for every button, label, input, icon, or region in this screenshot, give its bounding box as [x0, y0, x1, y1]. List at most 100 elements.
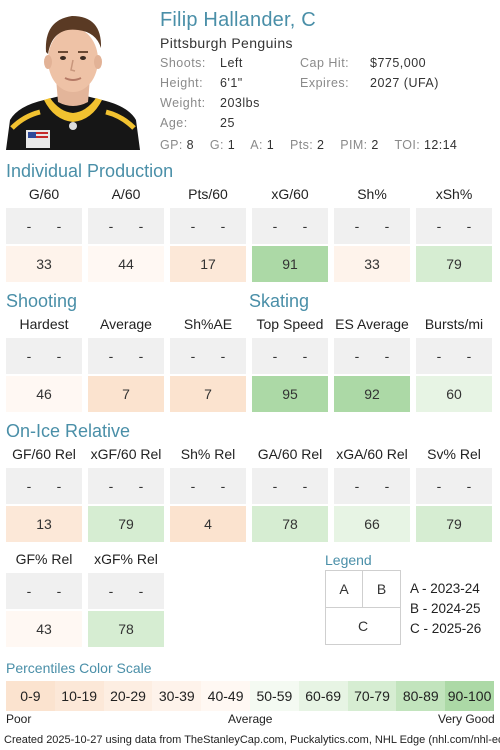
skating-metric-value-cell: 92 [334, 376, 410, 412]
onice-metric-value-cell: 79 [88, 506, 164, 542]
onice-metric-value-cell: 78 [252, 506, 328, 542]
shoots-value-row: Left [220, 56, 243, 70]
empty-season-dash: - [354, 478, 360, 494]
shooting-metric-value: 46 [36, 386, 52, 402]
onice-share-metric-prior-seasons-cell: -- [88, 573, 164, 609]
empty-season-dash: - [138, 348, 144, 364]
onice-metric-value-cell: 13 [6, 506, 82, 542]
skating-metric-header: ES Average [335, 316, 409, 332]
onice-metric-header: GA/60 Rel [257, 446, 323, 462]
onice-share-metric-header: xGF% Rel [94, 551, 158, 567]
weight-row: Weight: [160, 96, 206, 110]
individual-metric-header: A/60 [111, 186, 141, 202]
individual-metric-prior-seasons-cell: -- [6, 208, 82, 244]
g-label: G: [209, 138, 224, 152]
shooting-metric-prior-seasons-cell: -- [6, 338, 82, 374]
scale-bin: 30-39 [152, 681, 202, 711]
empty-season-dash: - [190, 478, 196, 494]
onice-share-metric-prior-seasons-cell: -- [6, 573, 82, 609]
empty-season-dash: - [302, 348, 308, 364]
empty-season-dash: - [302, 478, 308, 494]
shooting-metric-value: 7 [204, 386, 212, 402]
section-individual-production: Individual Production [6, 161, 174, 181]
shoots-value: Left [220, 56, 243, 70]
skating-metric-value: 60 [446, 386, 462, 402]
shooting-metric-header: Hardest [19, 316, 69, 332]
individual-metric-value-cell: 79 [416, 246, 492, 282]
individual-metric-value: 33 [36, 256, 52, 272]
age-label: Age: [160, 116, 188, 130]
onice-metric-value: 4 [204, 516, 212, 532]
onice-share-metric-value-cell: 78 [88, 611, 164, 647]
expires-value: 2027 (UFA) [370, 76, 439, 90]
legend-a-text: A - 2023-24 [410, 581, 480, 596]
empty-season-dash: - [466, 478, 472, 494]
empty-season-dash: - [220, 218, 226, 234]
shooting-metric-value-cell: 7 [88, 376, 164, 412]
color-scale-title: Percentiles Color Scale [6, 660, 152, 676]
expires-value-row: 2027 (UFA) [370, 76, 439, 90]
scale-label-average: Average [228, 712, 273, 726]
weight-value: 203lbs [220, 96, 260, 110]
individual-metric-value-cell: 33 [6, 246, 82, 282]
scale-bin: 80-89 [396, 681, 446, 711]
scale-bin: 90-100 [445, 681, 494, 711]
empty-season-dash: - [272, 478, 278, 494]
legend-title: Legend [325, 552, 372, 568]
individual-metric-value-cell: 91 [252, 246, 328, 282]
age-value-row: 25 [220, 116, 235, 130]
empty-season-dash: - [354, 348, 360, 364]
empty-season-dash: - [108, 218, 114, 234]
pts-label: Pts: [290, 138, 314, 152]
scale-bin: 60-69 [298, 681, 348, 711]
individual-metric-value-cell: 44 [88, 246, 164, 282]
onice-share-metric-value: 78 [118, 621, 134, 637]
age-value: 25 [220, 116, 235, 130]
legend-box-c: C [325, 607, 401, 645]
empty-season-dash: - [26, 478, 32, 494]
onice-metric-prior-seasons-cell: -- [334, 468, 410, 504]
onice-metric-prior-seasons-cell: -- [88, 468, 164, 504]
onice-metric-header: Sh% Rel [180, 446, 236, 462]
shoots-label: Shoots: [160, 56, 206, 70]
shoots-row: Shoots: [160, 56, 206, 70]
caphit-row: Cap Hit: [300, 56, 349, 70]
pim-value: 2 [371, 138, 379, 152]
legend-box-a: A [325, 570, 363, 608]
empty-season-dash: - [190, 218, 196, 234]
individual-metric-value: 44 [118, 256, 134, 272]
empty-season-dash: - [108, 348, 114, 364]
age-row: Age: [160, 116, 188, 130]
empty-season-dash: - [138, 218, 144, 234]
individual-metric-value: 17 [200, 256, 216, 272]
skating-metric-value: 92 [364, 386, 380, 402]
onice-metric-value-cell: 4 [170, 506, 246, 542]
empty-season-dash: - [272, 218, 278, 234]
player-name: Filip Hallander, C [160, 9, 316, 31]
a-label: A: [250, 138, 263, 152]
onice-metric-prior-seasons-cell: -- [252, 468, 328, 504]
onice-share-metric-value-cell: 43 [6, 611, 82, 647]
pim-label: PIM: [340, 138, 368, 152]
empty-season-dash: - [26, 583, 32, 599]
legend-box-b: B [362, 570, 401, 608]
onice-metric-header: Sv% Rel [427, 446, 481, 462]
toi-label: TOI: [394, 138, 421, 152]
individual-metric-value-cell: 17 [170, 246, 246, 282]
individual-metric-value: 91 [282, 256, 298, 272]
empty-season-dash: - [466, 348, 472, 364]
empty-season-dash: - [26, 348, 32, 364]
empty-season-dash: - [272, 348, 278, 364]
skating-metric-value: 95 [282, 386, 298, 402]
empty-season-dash: - [436, 478, 442, 494]
height-value: 6'1" [220, 76, 243, 90]
skating-metric-prior-seasons-cell: -- [252, 338, 328, 374]
gp-label: GP: [160, 138, 183, 152]
shooting-metric-value-cell: 46 [6, 376, 82, 412]
footer-credit: Created 2025-10-27 using data from TheSt… [4, 734, 500, 746]
height-label: Height: [160, 76, 204, 90]
skating-metric-header: Bursts/mi [424, 316, 484, 332]
empty-season-dash: - [384, 218, 390, 234]
shooting-metric-prior-seasons-cell: -- [170, 338, 246, 374]
onice-metric-prior-seasons-cell: -- [416, 468, 492, 504]
